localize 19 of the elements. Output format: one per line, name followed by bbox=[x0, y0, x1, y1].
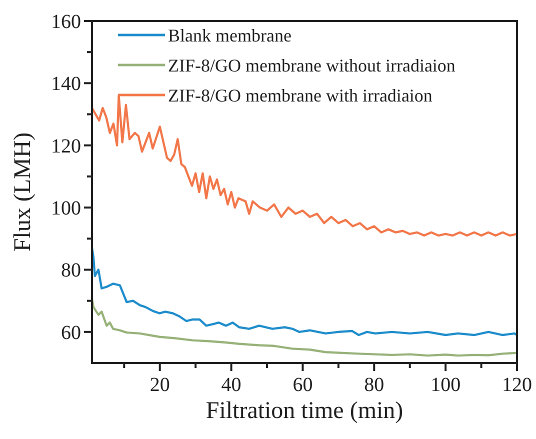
y-tick-label: 60 bbox=[61, 322, 81, 344]
x-axis-title: Filtration time (min) bbox=[206, 398, 404, 424]
x-tick-label: 120 bbox=[502, 374, 532, 396]
legend-label: Blank membrane bbox=[168, 25, 292, 46]
y-tick-label: 160 bbox=[51, 11, 81, 33]
x-tick-label: 60 bbox=[292, 374, 313, 396]
line-series bbox=[90, 246, 518, 336]
y-tick-label: 120 bbox=[51, 135, 81, 158]
y-tick-label: 100 bbox=[51, 198, 81, 220]
x-tick-label: 100 bbox=[430, 374, 461, 396]
x-tick-label: 40 bbox=[221, 374, 242, 396]
legend-label: ZIF-8/GO membrane without irradiaion bbox=[168, 55, 456, 76]
x-tick-label: 80 bbox=[364, 374, 384, 396]
x-tick-label: 20 bbox=[150, 374, 170, 396]
line-series bbox=[90, 298, 518, 357]
y-axis-title: Flux (LMH) bbox=[10, 132, 36, 252]
y-tick-label: 140 bbox=[51, 73, 81, 96]
legend-label: ZIF-8/GO membrane with irradiaion bbox=[168, 85, 432, 106]
y-tick-label: 80 bbox=[61, 260, 81, 282]
